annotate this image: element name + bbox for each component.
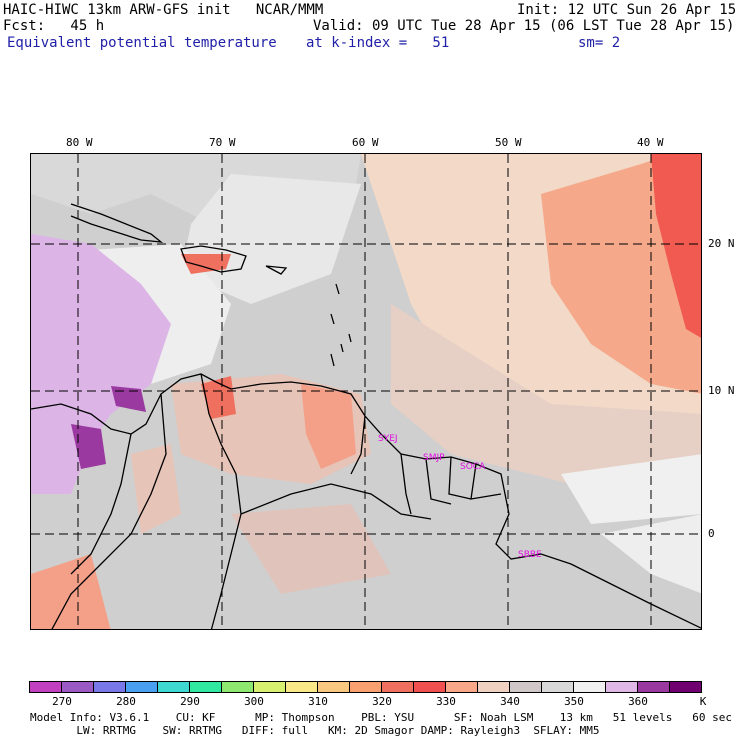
colorbar-swatch bbox=[413, 681, 446, 693]
shade-region bbox=[181, 254, 231, 274]
colorbar-tick-label: 340 bbox=[500, 695, 520, 708]
station-label: SOCA bbox=[460, 462, 486, 472]
colorbar-swatch bbox=[61, 681, 94, 693]
colorbar-tick-label: 300 bbox=[244, 695, 264, 708]
colorbar-swatch bbox=[541, 681, 574, 693]
colorbar-swatch bbox=[605, 681, 638, 693]
colorbar-swatch bbox=[573, 681, 606, 693]
shade-region bbox=[31, 234, 171, 494]
level-index: at k-index = 51 bbox=[306, 35, 450, 51]
colorbar-swatch bbox=[381, 681, 414, 693]
station-label: SMJP bbox=[423, 453, 445, 463]
init-time: Init: 12 UTC Sun 26 Apr 15 bbox=[517, 2, 737, 18]
colorbar-tick-label: 360 bbox=[628, 695, 648, 708]
shade-region bbox=[301, 384, 356, 469]
shade-region bbox=[391, 304, 701, 484]
colorbar-swatch bbox=[29, 681, 62, 693]
colorbar-swatch bbox=[317, 681, 350, 693]
lon-label-60w: 60 W bbox=[352, 136, 379, 149]
colorbar-unit: K bbox=[699, 695, 707, 708]
station-label: SYEJ bbox=[378, 434, 398, 444]
colorbar-swatch bbox=[669, 681, 702, 693]
colorbar-tick-label: 290 bbox=[180, 695, 200, 708]
shade-region bbox=[651, 154, 701, 338]
lon-label-40w: 40 W bbox=[637, 136, 664, 149]
shade-region bbox=[71, 424, 106, 469]
shade-region bbox=[131, 444, 181, 534]
lon-label-80w: 80 W bbox=[66, 136, 93, 149]
colorbar-swatch bbox=[445, 681, 478, 693]
colorbar-swatch bbox=[93, 681, 126, 693]
lat-label-20n: 20 N bbox=[708, 237, 735, 250]
colorbar-swatch bbox=[477, 681, 510, 693]
lon-label-50w: 50 W bbox=[495, 136, 522, 149]
colorbar-swatch bbox=[253, 681, 286, 693]
colorbar-swatch bbox=[349, 681, 382, 693]
colorbar-swatch bbox=[221, 681, 254, 693]
colorbar-tick-label: 310 bbox=[308, 695, 328, 708]
model-info-line2: LW: RRTMG SW: RRTMG DIFF: full KM: 2D Sm… bbox=[30, 724, 600, 737]
lon-label-70w: 70 W bbox=[209, 136, 236, 149]
coastlines bbox=[31, 203, 701, 629]
colorbar-swatch bbox=[189, 681, 222, 693]
shade-region bbox=[561, 454, 701, 524]
colorbar-swatch bbox=[285, 681, 318, 693]
lat-label-10n: 10 N bbox=[708, 384, 735, 397]
colorbar-tick-label: 270 bbox=[52, 695, 72, 708]
station-label: SBBE bbox=[518, 550, 542, 560]
colorbar-swatch bbox=[637, 681, 670, 693]
colorbar-swatch bbox=[509, 681, 542, 693]
colorbar-tick-label: 330 bbox=[436, 695, 456, 708]
forecast-hour: Fcst: 45 h bbox=[3, 18, 105, 34]
colorbar-tick-label: 320 bbox=[372, 695, 392, 708]
smoothing: sm= 2 bbox=[578, 35, 621, 51]
shade-region bbox=[111, 386, 146, 412]
map-canvas: SYEJ SMJP SOCA SBBE bbox=[31, 154, 701, 629]
valid-time: Valid: 09 UTC Tue 28 Apr 15 (06 LST Tue … bbox=[313, 18, 735, 34]
theta-e-map: SYEJ SMJP SOCA SBBE bbox=[30, 153, 702, 630]
colorbar bbox=[29, 681, 702, 693]
shade-region bbox=[231, 504, 391, 594]
plot-title: HAIC-HIWC 13km ARW-GFS init NCAR/MMM bbox=[3, 2, 324, 18]
shade-region bbox=[31, 554, 111, 629]
colorbar-swatch bbox=[157, 681, 190, 693]
colorbar-tick-label: 280 bbox=[116, 695, 136, 708]
model-info-line1: Model Info: V3.6.1 CU: KF MP: Thompson P… bbox=[30, 711, 732, 724]
lat-lon-grid bbox=[31, 154, 701, 629]
lat-label-0: 0 bbox=[708, 527, 715, 540]
colorbar-tick-label: 350 bbox=[564, 695, 584, 708]
field-name: Equivalent potential temperature bbox=[7, 35, 277, 51]
colorbar-swatch bbox=[125, 681, 158, 693]
